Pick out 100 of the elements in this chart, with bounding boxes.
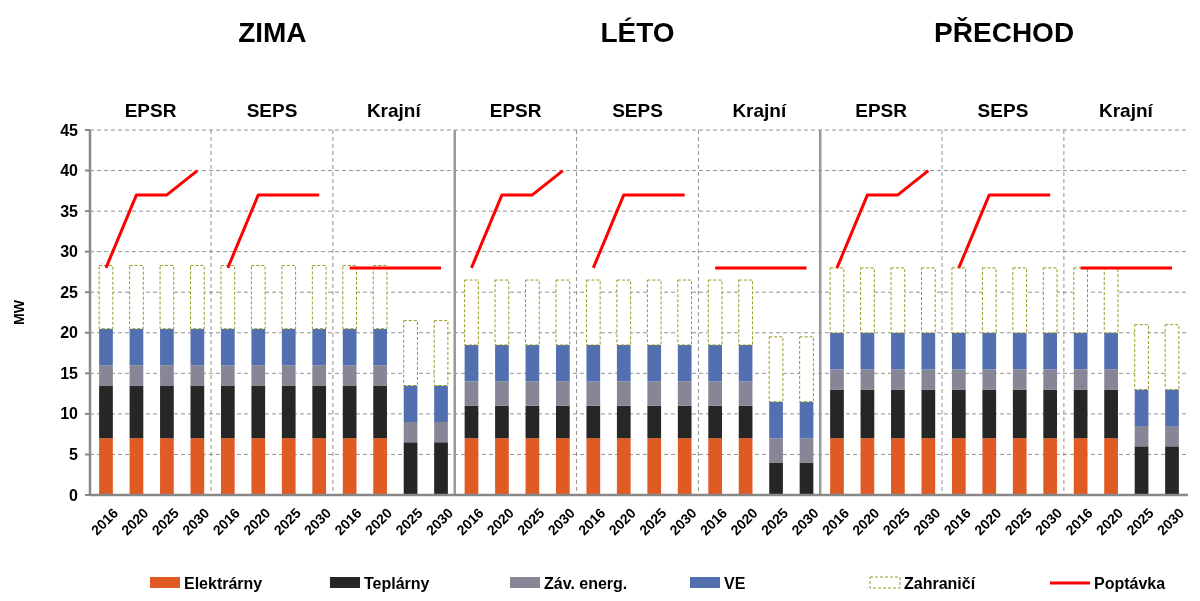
bar	[646, 279, 662, 346]
text: PŘECHOD	[934, 17, 1075, 48]
bar	[1104, 369, 1118, 390]
bar	[708, 381, 722, 406]
bar	[312, 328, 327, 366]
bar	[586, 405, 601, 439]
bar	[921, 389, 936, 439]
bar	[1073, 369, 1088, 390]
bar	[556, 381, 570, 406]
bar	[342, 365, 357, 386]
bar	[433, 320, 449, 386]
y-tick-label: 20	[60, 324, 79, 342]
bar	[951, 369, 966, 390]
bar	[1012, 369, 1027, 390]
bar	[372, 264, 388, 330]
bar	[281, 264, 297, 330]
bar	[312, 438, 327, 495]
bar	[982, 369, 997, 390]
bar	[890, 267, 906, 334]
bar	[403, 442, 418, 495]
bar	[1104, 438, 1118, 495]
bar	[129, 264, 144, 330]
bar	[251, 385, 266, 439]
bar	[891, 369, 905, 390]
bar	[769, 401, 783, 439]
bar	[921, 369, 936, 390]
bar	[190, 385, 205, 439]
bar	[799, 401, 814, 439]
text: SEPS	[612, 100, 663, 121]
bar	[99, 365, 113, 386]
bar	[708, 344, 722, 382]
bar	[220, 328, 235, 366]
bar	[281, 385, 296, 439]
bar	[921, 438, 936, 495]
bar	[220, 264, 236, 330]
y-tick-label: 25	[60, 283, 79, 301]
bar	[769, 438, 783, 463]
bar	[281, 438, 296, 495]
bar	[1165, 446, 1179, 495]
bar	[373, 438, 387, 495]
bar	[647, 405, 662, 439]
y-tick-label: 0	[69, 486, 79, 504]
bar	[616, 381, 631, 406]
bar	[1043, 369, 1058, 390]
bar	[129, 385, 144, 439]
bar	[647, 381, 662, 406]
bar	[860, 438, 875, 495]
bar	[220, 365, 235, 386]
bar	[99, 328, 113, 366]
y-tick-label: 5	[69, 446, 79, 464]
bar	[495, 381, 509, 406]
bar	[616, 344, 631, 382]
bar	[830, 369, 844, 390]
bar	[585, 279, 601, 346]
bar	[677, 405, 692, 439]
bar	[525, 438, 540, 495]
bar	[830, 332, 844, 370]
bar	[160, 365, 174, 386]
bar	[160, 438, 174, 495]
text: Krajní	[366, 100, 422, 121]
bar	[1134, 446, 1149, 495]
bar	[799, 336, 814, 403]
y-tick-label: 15	[60, 364, 79, 382]
bar	[921, 332, 936, 370]
bar	[951, 389, 966, 439]
bar	[220, 438, 235, 495]
bar	[1103, 267, 1119, 334]
bar	[312, 385, 327, 439]
bar	[799, 438, 814, 463]
bar	[403, 422, 418, 443]
bar	[556, 344, 570, 382]
legend-label: Teplárny	[364, 575, 430, 592]
bar	[1104, 389, 1118, 439]
bar	[494, 279, 510, 346]
bar	[891, 389, 905, 439]
y-tick-label: 40	[60, 162, 79, 180]
bar	[373, 385, 387, 439]
bar	[981, 267, 997, 334]
bar	[160, 385, 174, 439]
bar	[738, 381, 753, 406]
bar	[495, 405, 509, 439]
bar	[464, 405, 479, 439]
y-tick-label: 30	[60, 243, 79, 261]
bar	[373, 328, 387, 366]
bar	[129, 438, 144, 495]
bar	[220, 385, 235, 439]
bar	[707, 279, 723, 346]
bar	[464, 279, 479, 346]
text: SEPS	[977, 100, 1029, 121]
y-tick-label: 35	[60, 202, 79, 220]
bar	[160, 328, 174, 366]
y-axis-title: MW	[11, 299, 27, 325]
bar	[190, 438, 205, 495]
bar	[951, 332, 966, 370]
bar	[1043, 332, 1058, 370]
bar	[525, 381, 540, 406]
legend-label: VE	[724, 575, 746, 592]
bar	[312, 365, 327, 386]
bar	[403, 385, 418, 422]
bar	[251, 365, 266, 386]
